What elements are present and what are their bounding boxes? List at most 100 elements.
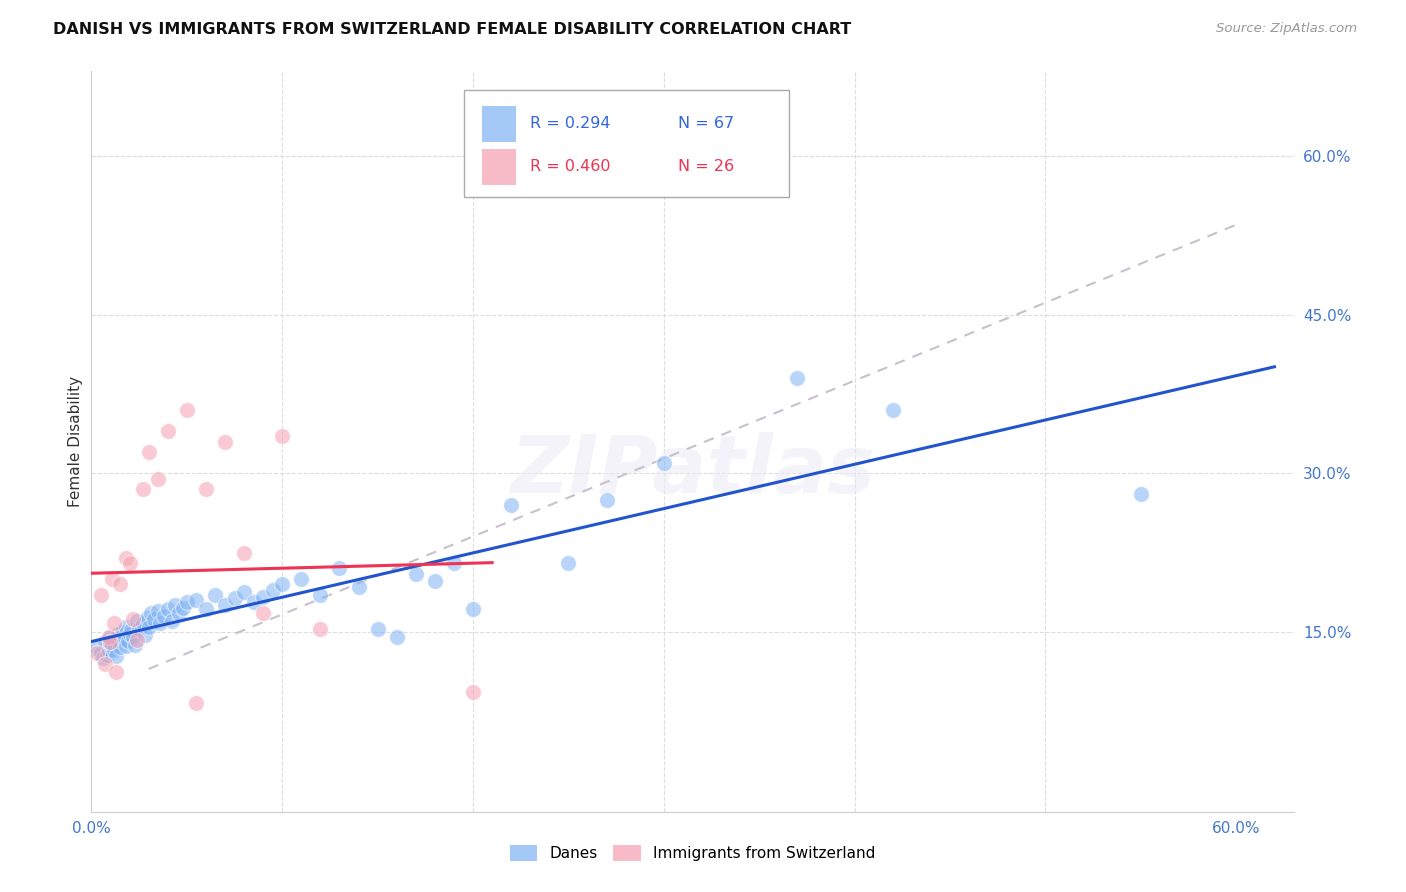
Point [108, 640, 131, 654]
Point [139, 606, 162, 620]
Point [194, 482, 217, 496]
Point [107, 627, 129, 641]
Point [105, 649, 128, 664]
Point [186, 696, 208, 710]
Point [122, 630, 145, 644]
Point [101, 638, 124, 652]
Point [103, 643, 125, 657]
Point [186, 593, 208, 607]
Point [153, 609, 176, 624]
Point [156, 601, 179, 615]
Text: Source: ZipAtlas.com: Source: ZipAtlas.com [1216, 22, 1357, 36]
Text: N = 26: N = 26 [678, 159, 734, 174]
Point [118, 556, 141, 570]
Point [160, 615, 183, 629]
Point [138, 619, 160, 633]
Point [443, 556, 465, 570]
Point [262, 582, 284, 597]
Point [143, 612, 166, 626]
Point [156, 424, 179, 438]
Point [214, 434, 236, 449]
Point [233, 545, 256, 560]
Point [111, 624, 134, 639]
Point [309, 622, 332, 636]
Point [1129, 487, 1152, 501]
Point [148, 604, 170, 618]
Point [423, 574, 446, 589]
Point [107, 633, 129, 648]
Point [309, 588, 332, 602]
Point [165, 599, 187, 613]
Point [461, 601, 484, 615]
Bar [482, 149, 516, 185]
Point [252, 590, 274, 604]
Point [118, 627, 141, 641]
Point [138, 445, 160, 459]
Point [112, 632, 135, 647]
Point [214, 599, 236, 613]
Point [127, 633, 149, 648]
Point [97, 644, 120, 658]
Point [100, 635, 122, 649]
Legend: Danes, Immigrants from Switzerland: Danes, Immigrants from Switzerland [503, 838, 882, 867]
Point [204, 588, 226, 602]
Point [367, 622, 389, 636]
Point [405, 566, 427, 581]
Point [86, 640, 108, 655]
Point [127, 615, 149, 629]
Point [167, 606, 190, 620]
Point [148, 472, 170, 486]
Point [176, 595, 198, 609]
Point [271, 429, 294, 443]
Point [290, 572, 312, 586]
Point [114, 639, 136, 653]
Point [271, 577, 294, 591]
Point [108, 577, 131, 591]
FancyBboxPatch shape [464, 90, 789, 197]
Point [117, 634, 139, 648]
Point [242, 595, 264, 609]
Point [194, 601, 217, 615]
Point [101, 572, 124, 586]
Point [134, 628, 156, 642]
Point [252, 606, 274, 620]
Point [93, 635, 115, 649]
Point [103, 616, 125, 631]
Point [233, 584, 256, 599]
Point [100, 630, 122, 644]
Point [172, 600, 194, 615]
Point [652, 456, 675, 470]
Point [86, 646, 108, 660]
Bar [482, 106, 516, 142]
Point [91, 651, 114, 665]
Point [122, 612, 145, 626]
Point [90, 588, 112, 602]
Point [786, 371, 808, 385]
Point [121, 623, 143, 637]
Point [128, 622, 150, 636]
Point [135, 611, 157, 625]
Text: R = 0.294: R = 0.294 [530, 116, 610, 131]
Point [132, 482, 155, 496]
Point [114, 619, 136, 633]
Text: ZIPatlas: ZIPatlas [510, 432, 875, 510]
Point [176, 402, 198, 417]
Text: DANISH VS IMMIGRANTS FROM SWITZERLAND FEMALE DISABILITY CORRELATION CHART: DANISH VS IMMIGRANTS FROM SWITZERLAND FE… [53, 22, 852, 37]
Point [105, 665, 128, 679]
Point [347, 581, 370, 595]
Point [97, 630, 120, 644]
Point [100, 635, 122, 649]
Point [132, 616, 155, 631]
Point [224, 591, 246, 605]
Point [882, 402, 904, 417]
Point [96, 648, 118, 663]
Point [149, 616, 172, 631]
Point [385, 630, 408, 644]
Y-axis label: Female Disability: Female Disability [67, 376, 83, 508]
Text: N = 67: N = 67 [678, 116, 734, 131]
Point [461, 685, 484, 699]
Point [328, 561, 350, 575]
Point [114, 550, 136, 565]
Point [595, 492, 617, 507]
Point [90, 646, 112, 660]
